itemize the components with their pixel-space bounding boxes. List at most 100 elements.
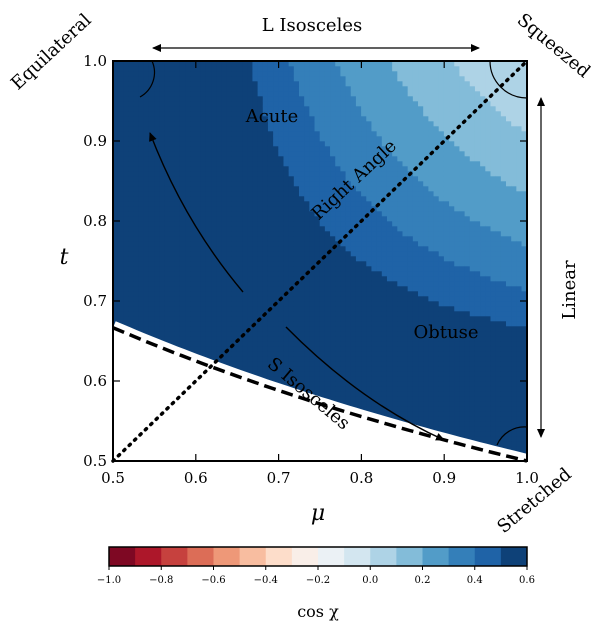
- heat-cell: [474, 240, 481, 247]
- heat-cell: [418, 390, 424, 397]
- heat-cell: [221, 235, 228, 242]
- heat-cell: [407, 345, 414, 352]
- heat-cell: [293, 350, 300, 357]
- heat-cell: [361, 220, 367, 227]
- heat-cell: [309, 295, 316, 302]
- heat-cell: [138, 285, 145, 292]
- heat-cell: [216, 170, 222, 177]
- heat-cell: [267, 280, 274, 287]
- heat-cell: [319, 95, 326, 102]
- heat-cell: [474, 345, 481, 352]
- heat-cell: [490, 185, 497, 192]
- heat-cell: [190, 245, 197, 252]
- heat-cell: [179, 290, 186, 297]
- heat-cell: [330, 315, 336, 322]
- heat-cell: [428, 180, 435, 187]
- heat-cell: [169, 145, 176, 152]
- heat-cell: [154, 195, 160, 202]
- heat-cell: [438, 345, 445, 352]
- heat-cell: [423, 290, 429, 297]
- heat-cell: [299, 125, 305, 132]
- heat-cell: [464, 405, 471, 412]
- heat-cell: [428, 270, 435, 277]
- heat-cell: [247, 95, 254, 102]
- heat-cell: [113, 305, 119, 312]
- heat-cell: [288, 95, 295, 102]
- heat-cell: [247, 200, 254, 207]
- heat-cell: [392, 280, 398, 287]
- heat-cell: [361, 105, 367, 112]
- heat-cell: [412, 400, 419, 407]
- heat-cell: [371, 340, 378, 347]
- heat-cell: [340, 190, 347, 197]
- heat-cell: [117, 80, 124, 87]
- heat-cell: [211, 65, 217, 72]
- heat-cell: [273, 330, 279, 337]
- heat-cell: [397, 250, 404, 257]
- heat-cell: [148, 65, 155, 72]
- heat-cell: [402, 405, 409, 412]
- heat-cell: [345, 320, 352, 327]
- heat-cell: [350, 115, 357, 122]
- heat-cell: [123, 220, 129, 227]
- heat-cell: [324, 195, 331, 202]
- heat-cell: [123, 120, 129, 127]
- heat-cell: [485, 255, 492, 262]
- heat-cell: [164, 205, 171, 212]
- heat-cell: [309, 95, 316, 102]
- heat-cell: [402, 225, 409, 232]
- heat-cell: [355, 165, 362, 172]
- heat-cell: [397, 95, 404, 102]
- heat-cell: [278, 255, 285, 262]
- heat-cell: [480, 185, 486, 192]
- heat-cell: [304, 185, 310, 192]
- heat-cell: [418, 125, 424, 132]
- heat-cell: [179, 70, 186, 77]
- heat-cell: [480, 280, 486, 287]
- heat-cell: [324, 170, 331, 177]
- heat-cell: [195, 285, 202, 292]
- heat-cell: [361, 160, 367, 167]
- heat-cell: [418, 70, 424, 77]
- heat-cell: [190, 250, 197, 257]
- heat-cell: [288, 305, 295, 312]
- heat-cell: [485, 395, 492, 402]
- heat-cell: [226, 170, 233, 177]
- heat-cell: [117, 160, 124, 167]
- heat-cell: [366, 150, 373, 157]
- heat-cell: [454, 360, 461, 367]
- heat-cell: [169, 275, 176, 282]
- heat-cell: [236, 230, 243, 237]
- heat-cell: [474, 315, 481, 322]
- heat-cell: [361, 295, 367, 302]
- heat-cell: [133, 280, 140, 287]
- heat-cell: [418, 190, 424, 197]
- heat-cell: [179, 125, 186, 132]
- heat-cell: [474, 280, 481, 287]
- heat-cell: [314, 195, 321, 202]
- heat-cell: [428, 410, 435, 417]
- heat-cell: [113, 195, 119, 202]
- heat-cell: [195, 75, 202, 82]
- heat-cell: [273, 315, 279, 322]
- heat-cell: [185, 120, 191, 127]
- heat-cell: [169, 245, 176, 252]
- heat-cell: [267, 95, 274, 102]
- heat-cell: [345, 170, 352, 177]
- heat-cell: [443, 61, 450, 67]
- heat-cell: [309, 275, 316, 282]
- heat-cell: [469, 205, 476, 212]
- heat-cell: [309, 125, 316, 132]
- heat-cell: [366, 95, 373, 102]
- heat-cell: [252, 260, 259, 267]
- heat-cell: [128, 80, 134, 87]
- heat-cell: [480, 220, 486, 227]
- heat-cell: [288, 325, 295, 332]
- heat-cell: [376, 120, 383, 127]
- heat-cell: [174, 200, 181, 207]
- heat-cell: [418, 245, 424, 252]
- heat-cell: [164, 85, 171, 92]
- heat-cell: [293, 175, 300, 182]
- heat-cell: [324, 110, 331, 117]
- heat-cell: [345, 75, 352, 82]
